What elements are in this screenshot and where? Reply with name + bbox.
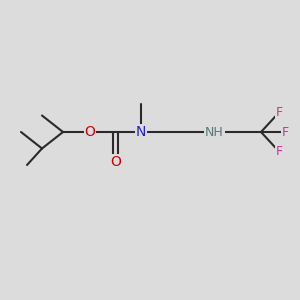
Text: NH: NH <box>205 125 224 139</box>
Text: O: O <box>85 125 95 139</box>
Text: F: F <box>281 125 289 139</box>
Text: F: F <box>275 145 283 158</box>
Text: N: N <box>136 125 146 139</box>
Text: O: O <box>110 155 121 169</box>
Text: F: F <box>275 106 283 119</box>
